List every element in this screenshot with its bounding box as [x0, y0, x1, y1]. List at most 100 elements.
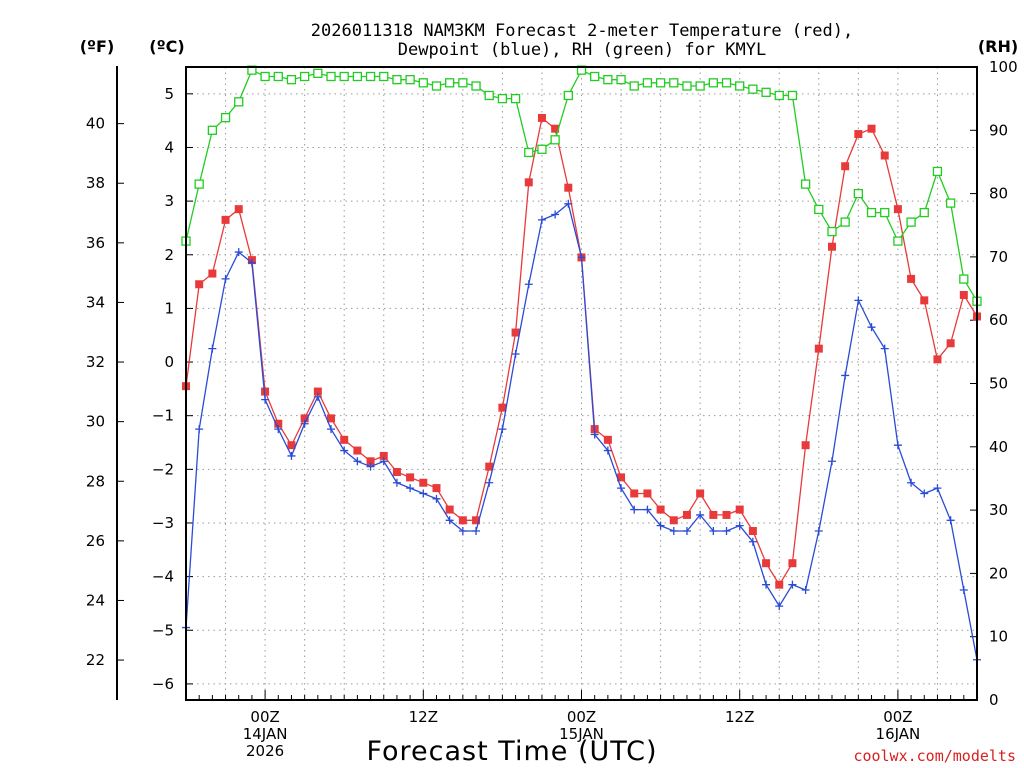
rh-point: [761, 87, 771, 97]
rh-point: [550, 135, 560, 145]
rh-point: [616, 75, 626, 85]
temperature-point: [748, 527, 757, 536]
rh-point: [299, 71, 310, 82]
rh-tick-label: 70: [989, 248, 1008, 266]
temperature-point: [419, 478, 428, 487]
fahrenheit-tick-label: 26: [86, 532, 105, 550]
celsius-tick-label: 1: [164, 299, 174, 317]
rh-point: [194, 179, 204, 189]
dewpoint-point: [511, 349, 520, 358]
temperature-point: [524, 178, 533, 187]
dewpoint-point: [959, 586, 968, 595]
dewpoint-point: [907, 478, 916, 487]
dewpoint-point: [577, 253, 586, 262]
time-tick-label: 16JAN: [876, 725, 921, 743]
temperature-point: [234, 205, 243, 214]
dewpoint-point: [669, 527, 678, 536]
rh-point: [669, 78, 679, 88]
dewpoint-point: [735, 521, 744, 530]
chart-title: 2026011318 NAM3KM Forecast 2-meter Tempe…: [311, 21, 853, 41]
temperature-point: [920, 296, 929, 305]
celsius-tick-label: 3: [164, 192, 174, 210]
temperature-point: [366, 457, 375, 466]
axis-layer: −6−5−4−3−2−10123452224262830323436384001…: [86, 58, 1018, 760]
rh-point: [721, 78, 732, 88]
rh-point: [590, 71, 600, 82]
temperature-point: [854, 130, 863, 139]
rh-tick-label: 50: [989, 375, 1008, 393]
temperature-point: [643, 489, 652, 498]
rh-point: [735, 81, 745, 91]
temperature-point: [933, 355, 942, 364]
temperature-point: [287, 441, 296, 450]
dewpoint-point: [841, 371, 850, 380]
temperature-point: [327, 414, 336, 423]
dewpoint-point: [762, 580, 771, 589]
rh-point: [774, 90, 784, 101]
rh-point: [260, 71, 270, 82]
rh-tick-label: 30: [989, 501, 1008, 519]
series-layer: [181, 65, 982, 664]
rh-tick-label: 20: [989, 564, 1008, 582]
rh-point: [379, 71, 389, 82]
temperature-point: [682, 510, 691, 519]
rh-point: [352, 71, 363, 82]
dewpoint-point: [379, 457, 388, 466]
time-tick-label: 2026: [246, 742, 284, 760]
rh-point: [893, 236, 903, 246]
rh-point: [787, 90, 798, 101]
temperature-point: [669, 516, 678, 525]
dewpoint-point: [682, 527, 691, 536]
rh-point: [431, 81, 442, 91]
temperature-point: [709, 510, 718, 519]
rh-point: [695, 81, 705, 91]
plot-frame: [185, 66, 978, 701]
temperature-point: [827, 242, 836, 251]
rh-point: [814, 204, 824, 215]
dewpoint-point: [445, 516, 454, 525]
celsius-tick-label: −6: [152, 675, 174, 693]
credit-text: coolwx.com/modelts: [853, 747, 1016, 765]
rh-tick-label: 40: [989, 438, 1008, 456]
series-line: [185, 69, 978, 302]
dewpoint-point: [590, 430, 599, 439]
temperature-point: [801, 441, 810, 450]
rh-point: [484, 90, 494, 101]
temperature-point: [630, 489, 639, 498]
rh-point: [339, 71, 349, 82]
temperature-point: [907, 274, 916, 283]
rh-point: [932, 166, 943, 177]
dewpoint-point: [880, 344, 889, 353]
celsius-tick-label: 2: [164, 246, 174, 264]
dewpoint-point: [867, 323, 876, 332]
rh-point: [365, 71, 376, 82]
temperature-point: [300, 414, 309, 423]
temperature-point: [735, 505, 744, 514]
temperature-point: [208, 269, 217, 278]
rh-tick-label: 10: [989, 628, 1008, 646]
celsius-tick-label: −2: [152, 460, 174, 478]
rh-point: [959, 274, 969, 284]
temperature-point: [392, 468, 401, 477]
dewpoint-point: [366, 462, 375, 471]
dewpoint-point: [287, 451, 296, 460]
dewpoint-point: [656, 521, 665, 530]
dewpoint-point: [564, 199, 573, 208]
celsius-tick-label: −5: [152, 621, 174, 639]
rh-point: [286, 75, 297, 85]
celsius-tick-label: −1: [152, 407, 174, 425]
celsius-unit-label: (ºC): [149, 37, 184, 56]
temperature-point: [458, 516, 467, 525]
temperature-point: [788, 559, 797, 568]
temperature-point: [498, 403, 507, 412]
rh-point: [418, 78, 428, 88]
temperature-point: [603, 435, 612, 444]
rh-tick-label: 80: [989, 185, 1008, 203]
time-tick-label: 15JAN: [559, 725, 604, 743]
series-dewpoint: [182, 199, 981, 664]
celsius-tick-label: −4: [152, 568, 174, 586]
rh-point: [510, 94, 521, 104]
dewpoint-point: [300, 419, 309, 428]
temperature-point: [722, 510, 731, 519]
